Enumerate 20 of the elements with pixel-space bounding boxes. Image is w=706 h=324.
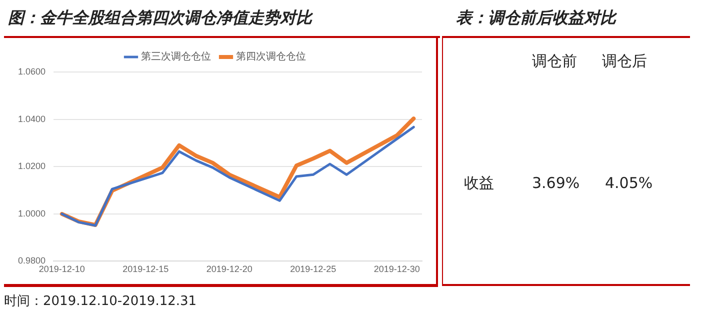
text: 调仓前 [532,52,577,71]
text: 3.69% [532,174,580,192]
y-tick-label: 1.0400 [18,114,46,124]
y-tick-label: 0.9800 [18,256,46,266]
y-tick-label: 1.0600 [18,66,46,76]
x-tick-label: 2019-12-15 [122,264,169,274]
x-tick-label: 2019-12-20 [206,264,252,274]
y-tick-label: 1.0000 [18,208,46,218]
text: 时间：2019.12.10-2019.12.31 [4,293,197,310]
legend-label: 第四次调仓仓位 [236,50,306,63]
y-tick-label: 1.0200 [18,161,46,172]
text: 4.05% [605,174,653,192]
text: 表：调仓前后收益对比 [456,8,616,29]
x-tick-label: 2019-12-25 [290,264,336,274]
chart-title: 图：金牛全股组合第四次调仓净值走势对比 [8,8,312,29]
x-tick-label: 2019-12-10 [38,264,85,274]
legend-label: 第三次调仓仓位 [141,50,211,63]
text: 调仓后 [602,52,647,71]
text: 收益 [464,174,494,193]
x-tick-label: 2019-12-30 [374,264,420,274]
